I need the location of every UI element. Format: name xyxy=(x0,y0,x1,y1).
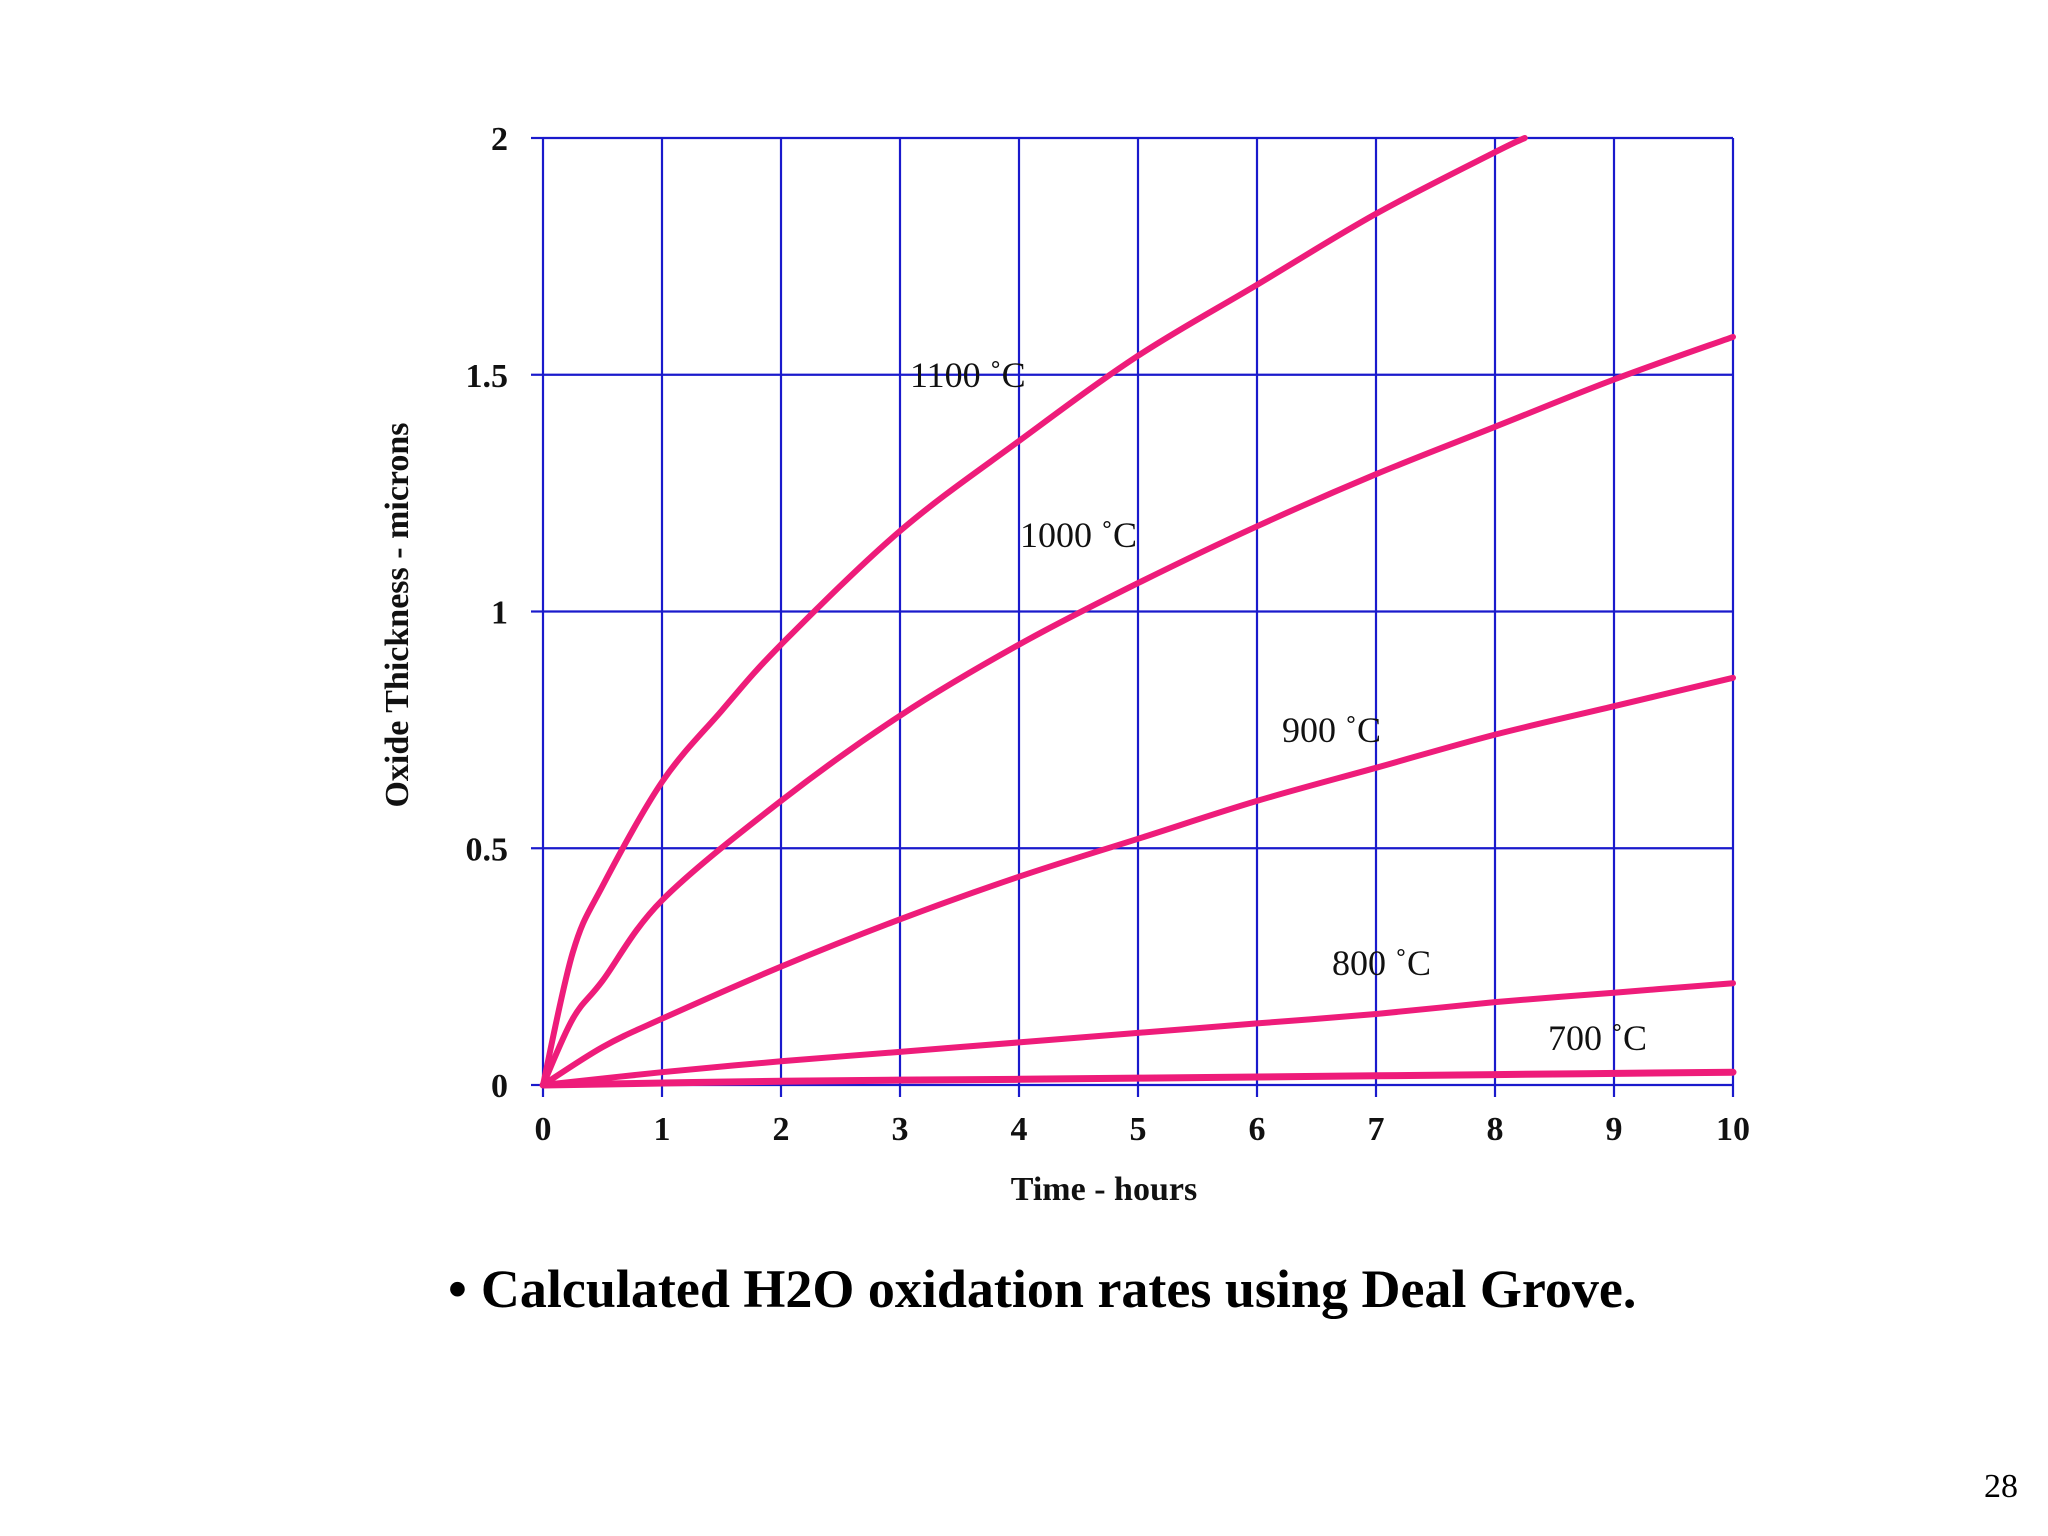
series-line-0 xyxy=(540,135,1528,1088)
x-tick-label: 3 xyxy=(892,1111,909,1148)
curve-label-1000: 1000 ˚C xyxy=(1020,515,1137,555)
x-tick-label: 5 xyxy=(1130,1111,1147,1148)
caption-bullet: • xyxy=(448,1259,467,1319)
x-tick-label: 6 xyxy=(1249,1111,1266,1148)
y-axis-title: Oxide Thickness - microns xyxy=(379,422,416,807)
x-tick-label: 10 xyxy=(1716,1111,1750,1148)
page-number: 28 xyxy=(1984,1468,2018,1505)
y-tick-label: 1.5 xyxy=(466,358,509,395)
curve-label-800: 800 ˚C xyxy=(1332,943,1431,983)
x-tick-label: 9 xyxy=(1606,1111,1623,1148)
y-axis-ticks: 0 0.5 1 1.5 2 xyxy=(466,121,509,1105)
x-tick-label: 8 xyxy=(1487,1111,1504,1148)
x-tick-label: 0 xyxy=(535,1111,552,1148)
series-line-1 xyxy=(540,333,1736,1088)
x-tick-label: 1 xyxy=(654,1111,671,1148)
x-tick-label: 4 xyxy=(1011,1111,1028,1148)
curve-label-900: 900 ˚C xyxy=(1282,710,1381,750)
y-tick-label: 1 xyxy=(491,595,508,632)
x-tick-label: 7 xyxy=(1368,1111,1385,1148)
x-tick-label: 2 xyxy=(773,1111,790,1148)
series-line-2 xyxy=(540,674,1736,1088)
chart-curves xyxy=(539,135,1737,1089)
caption: • Calculated H2O oxidation rates using De… xyxy=(448,1258,1636,1320)
chart-grid xyxy=(531,136,1735,1097)
series-line-4 xyxy=(539,1068,1737,1089)
x-axis-title: Time - hours xyxy=(1011,1171,1197,1208)
curve-label-1100: 1100 ˚C xyxy=(910,355,1026,395)
series-line-3 xyxy=(540,980,1736,1088)
y-tick-label: 0 xyxy=(491,1068,508,1105)
caption-text: Calculated H2O oxidation rates using Dea… xyxy=(480,1259,1637,1319)
y-tick-label: 2 xyxy=(491,121,508,158)
y-tick-label: 0.5 xyxy=(466,831,509,868)
x-axis-ticks: 0 1 2 3 4 5 6 7 8 9 10 xyxy=(535,1111,1751,1148)
curve-label-700: 700 ˚C xyxy=(1548,1018,1647,1058)
